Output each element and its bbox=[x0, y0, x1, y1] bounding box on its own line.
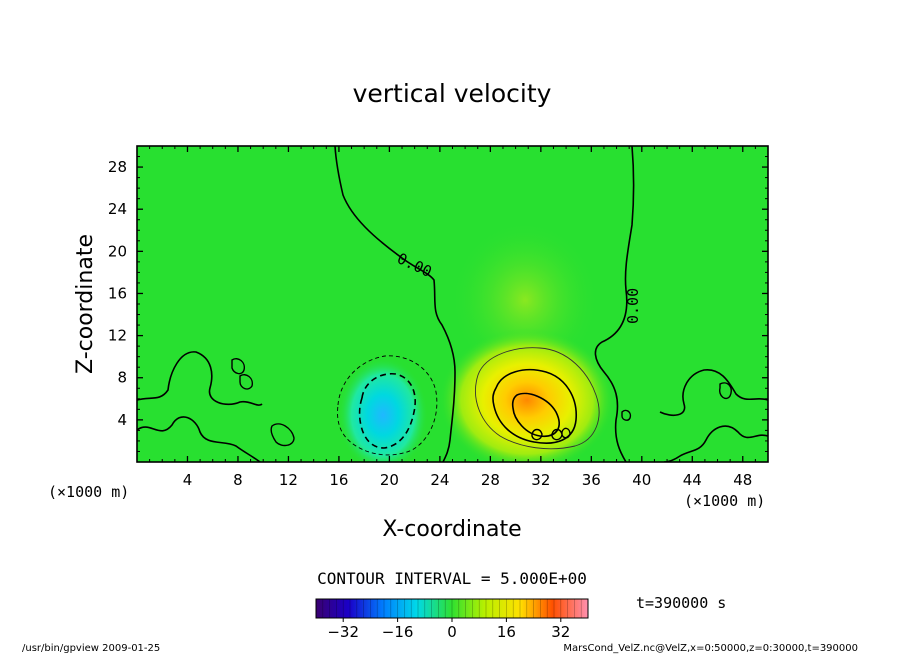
contour-label-right: 0.00 bbox=[624, 288, 642, 324]
colorbar-tick-label: 32 bbox=[551, 623, 570, 641]
y-tick-label: 16 bbox=[108, 284, 127, 302]
colorbar-tick-label: 16 bbox=[497, 623, 516, 641]
downdraft-outer-contour bbox=[337, 355, 438, 456]
y-axis-ticks: 4 8 12 16 20 24 28 bbox=[108, 156, 768, 452]
y-tick-label: 8 bbox=[117, 369, 127, 387]
downdraft-shading bbox=[338, 357, 428, 462]
zero-contour-left bbox=[334, 146, 456, 462]
colorbar-tick-label: 0 bbox=[447, 623, 457, 641]
y-tick-label: 4 bbox=[117, 411, 127, 429]
y-tick-label: 24 bbox=[108, 200, 127, 218]
plot-area bbox=[137, 146, 768, 462]
colorbar-tick-label: −16 bbox=[382, 623, 414, 641]
x-tick-label: 44 bbox=[683, 471, 702, 489]
x-tick-label: 8 bbox=[233, 471, 243, 489]
x-tick-label: 28 bbox=[481, 471, 500, 489]
y-unit-label: (×1000 m) bbox=[48, 483, 129, 501]
x-tick-label: 12 bbox=[279, 471, 298, 489]
y-axis-label: Z-coordinate bbox=[73, 234, 98, 374]
updraft-core-contour bbox=[531, 427, 571, 441]
x-axis-label: X-coordinate bbox=[382, 517, 521, 542]
updraft-shading bbox=[439, 328, 615, 462]
chart-title: vertical velocity bbox=[353, 79, 552, 108]
updraft-inner-contour bbox=[511, 392, 560, 437]
time-label: t=390000 s bbox=[636, 594, 726, 612]
left-closed-contours bbox=[231, 358, 295, 447]
left-lowlevel-contour bbox=[137, 351, 263, 462]
y-tick-label: 20 bbox=[108, 242, 127, 260]
right-lowlevel-contour bbox=[659, 369, 768, 462]
y-tick-label: 28 bbox=[108, 158, 127, 176]
colorbar-tick-label: −32 bbox=[327, 623, 359, 641]
x-tick-label: 24 bbox=[430, 471, 449, 489]
x-tick-label: 16 bbox=[329, 471, 348, 489]
zero-contour-right bbox=[594, 146, 635, 462]
downdraft-inner-contour bbox=[358, 373, 416, 449]
x-tick-label: 20 bbox=[380, 471, 399, 489]
x-tick-label: 4 bbox=[183, 471, 193, 489]
y-tick-label: 12 bbox=[108, 327, 127, 345]
x-tick-label: 40 bbox=[632, 471, 651, 489]
colorbar-level-separators bbox=[322, 599, 582, 618]
updraft-outer-contour bbox=[475, 347, 600, 450]
x-axis-ticks: 4 8 12 16 20 24 28 32 36 40 44 48 bbox=[149, 146, 756, 489]
x-tick-label: 32 bbox=[531, 471, 550, 489]
contour-interval-label: CONTOUR INTERVAL = 5.000E+00 bbox=[317, 569, 587, 588]
footer-right: MarsCond_VelZ.nc@VelZ,x=0:50000,z=0:3000… bbox=[563, 643, 858, 654]
x-tick-label: 48 bbox=[733, 471, 752, 489]
right-closed-contours bbox=[621, 382, 732, 421]
x-unit-label: (×1000 m) bbox=[684, 492, 765, 510]
footer-left: /usr/bin/gpview 2009-01-25 bbox=[22, 643, 160, 654]
colorbar-ticks: −32 −16 0 16 32 bbox=[327, 618, 570, 641]
x-tick-label: 36 bbox=[582, 471, 601, 489]
